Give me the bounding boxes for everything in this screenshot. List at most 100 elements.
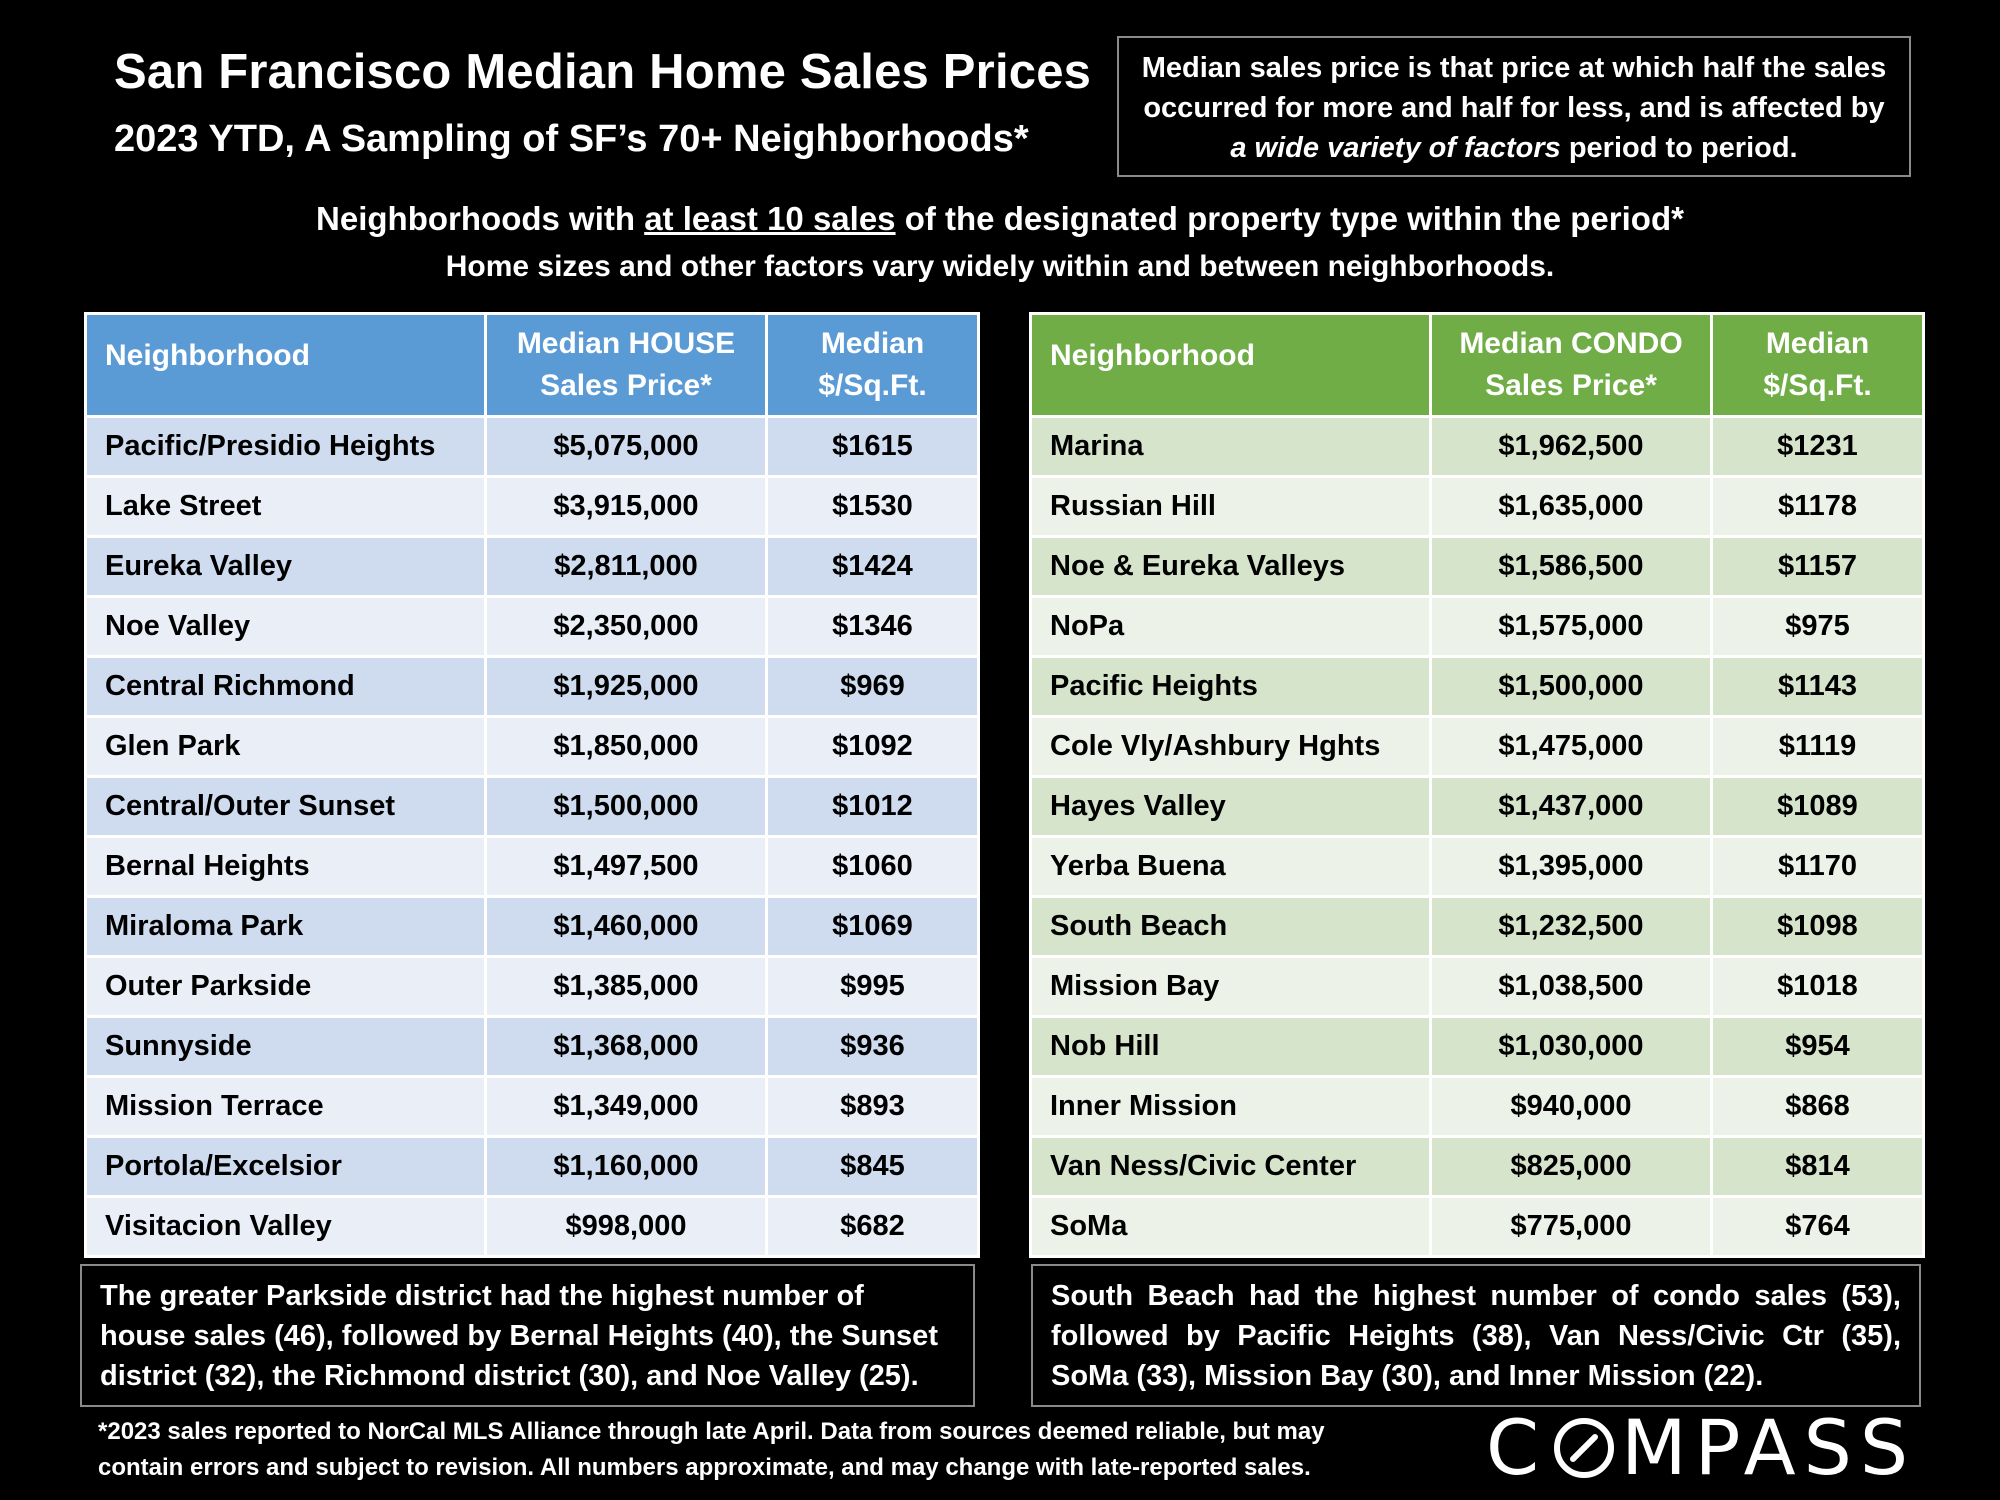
page-title: San Francisco Median Home Sales Prices <box>114 45 1092 99</box>
condo-price-cell: $1,586,500 <box>1429 535 1713 598</box>
condo-neighborhood-cell: South Beach <box>1029 895 1432 958</box>
house-psf-cell: $1346 <box>765 595 980 658</box>
condo-table-row: Marina $1,962,500 $1231 <box>1029 415 1925 478</box>
condo-neighborhood-cell: Cole Vly/Ashbury Hghts <box>1029 715 1432 778</box>
definition-line-1: Median sales price is that price at whic… <box>1141 52 1887 84</box>
house-psf-cell: $1012 <box>765 775 980 838</box>
median-definition-box: Median sales price is that price at whic… <box>1117 36 1911 177</box>
criteria-heading-start: Neighborhoods with <box>316 200 645 237</box>
condo-col-psf-line2: $/Sq.Ft. <box>1763 369 1872 402</box>
condo-price-cell: $1,635,000 <box>1429 475 1713 538</box>
house-psf-cell: $1069 <box>765 895 980 958</box>
house-col-price-line2: Sales Price* <box>540 369 712 402</box>
condo-neighborhood-cell: Noe & Eureka Valleys <box>1029 535 1432 598</box>
condo-price-cell: $940,000 <box>1429 1075 1713 1138</box>
definition-line-3: a wide variety of factors period to peri… <box>1119 128 1909 168</box>
house-table-row: Pacific/Presidio Heights $5,075,000 $1615 <box>84 415 980 478</box>
house-table-row: Miraloma Park $1,460,000 $1069 <box>84 895 980 958</box>
page-subtitle: 2023 YTD, A Sampling of SF’s 70+ Neighbo… <box>114 118 1029 160</box>
condo-table-row: Inner Mission $940,000 $868 <box>1029 1075 1925 1138</box>
house-price-cell: $5,075,000 <box>484 415 768 478</box>
condo-psf-cell: $1157 <box>1710 535 1925 598</box>
footnote-line-1: *2023 sales reported to NorCal MLS Allia… <box>98 1418 1325 1445</box>
condo-price-cell: $1,030,000 <box>1429 1015 1713 1078</box>
definition-line-2: occurred for more and half for less, and… <box>1143 92 1885 124</box>
house-psf-cell: $1615 <box>765 415 980 478</box>
condo-table-row: Pacific Heights $1,500,000 $1143 <box>1029 655 1925 718</box>
condo-price-cell: $1,962,500 <box>1429 415 1713 478</box>
house-table-row: Outer Parkside $1,385,000 $995 <box>84 955 980 1018</box>
condo-price-cell: $1,395,000 <box>1429 835 1713 898</box>
condo-prices-table: Neighborhood Median CONDO Sales Price* Me… <box>1029 312 1925 1258</box>
condo-psf-cell: $1178 <box>1710 475 1925 538</box>
compass-o-icon <box>1554 1417 1615 1478</box>
house-table-row: Visitacion Valley $998,000 $682 <box>84 1195 980 1258</box>
house-price-cell: $1,160,000 <box>484 1135 768 1198</box>
condo-price-cell: $1,500,000 <box>1429 655 1713 718</box>
footnote-line-2: contain errors and subject to revision. … <box>98 1454 1311 1481</box>
house-col-psf-line1: Median <box>820 327 925 360</box>
logo-text-start: C <box>1486 1403 1548 1492</box>
condo-table-row: Cole Vly/Ashbury Hghts $1,475,000 $1119 <box>1029 715 1925 778</box>
condo-col-price-line1: Median CONDO <box>1459 327 1683 360</box>
condo-table-row: Mission Bay $1,038,500 $1018 <box>1029 955 1925 1018</box>
house-psf-cell: $1092 <box>765 715 980 778</box>
house-col-price-line1: Median HOUSE <box>516 327 736 360</box>
house-psf-cell: $969 <box>765 655 980 718</box>
criteria-heading-end: of the designated property type within t… <box>895 200 1684 237</box>
house-neighborhood-cell: Noe Valley <box>84 595 487 658</box>
condo-psf-cell: $868 <box>1710 1075 1925 1138</box>
house-price-cell: $1,349,000 <box>484 1075 768 1138</box>
condo-psf-cell: $764 <box>1710 1195 1925 1258</box>
house-table-header-row: Neighborhood Median HOUSE Sales Price* Me… <box>84 312 980 418</box>
definition-italic-text: a wide variety of factors <box>1230 132 1561 164</box>
footnote: *2023 sales reported to NorCal MLS Allia… <box>98 1414 1478 1486</box>
house-table-row: Sunnyside $1,368,000 $936 <box>84 1015 980 1078</box>
condo-psf-cell: $954 <box>1710 1015 1925 1078</box>
condo-psf-cell: $1098 <box>1710 895 1925 958</box>
condo-table-row: SoMa $775,000 $764 <box>1029 1195 1925 1258</box>
condo-sales-note: South Beach had the highest number of co… <box>1031 1264 1921 1407</box>
house-price-cell: $3,915,000 <box>484 475 768 538</box>
house-sales-note: The greater Parkside district had the hi… <box>80 1264 975 1407</box>
criteria-heading-underlined: at least 10 sales <box>644 200 896 237</box>
house-table-row: Glen Park $1,850,000 $1092 <box>84 715 980 778</box>
condo-table-row: Nob Hill $1,030,000 $954 <box>1029 1015 1925 1078</box>
condo-price-cell: $1,575,000 <box>1429 595 1713 658</box>
house-neighborhood-cell: Pacific/Presidio Heights <box>84 415 487 478</box>
condo-psf-cell: $1231 <box>1710 415 1925 478</box>
house-psf-cell: $845 <box>765 1135 980 1198</box>
variation-subheading: Home sizes and other factors vary widely… <box>445 250 1555 283</box>
condo-table-row: Hayes Valley $1,437,000 $1089 <box>1029 775 1925 838</box>
condo-price-cell: $1,232,500 <box>1429 895 1713 958</box>
house-price-cell: $1,500,000 <box>484 775 768 838</box>
condo-table-row: South Beach $1,232,500 $1098 <box>1029 895 1925 958</box>
condo-col-price: Median CONDO Sales Price* <box>1429 312 1713 418</box>
condo-col-neighborhood: Neighborhood <box>1029 312 1432 418</box>
house-psf-cell: $893 <box>765 1075 980 1138</box>
condo-table-header-row: Neighborhood Median CONDO Sales Price* Me… <box>1029 312 1925 418</box>
condo-table-row: NoPa $1,575,000 $975 <box>1029 595 1925 658</box>
condo-psf-cell: $1119 <box>1710 715 1925 778</box>
condo-col-psf: Median $/Sq.Ft. <box>1710 312 1925 418</box>
house-price-cell: $1,497,500 <box>484 835 768 898</box>
house-psf-cell: $682 <box>765 1195 980 1258</box>
condo-col-psf-line1: Median <box>1765 327 1870 360</box>
house-table-row: Eureka Valley $2,811,000 $1424 <box>84 535 980 598</box>
house-psf-cell: $1424 <box>765 535 980 598</box>
condo-neighborhood-cell: SoMa <box>1029 1195 1432 1258</box>
house-table-row: Lake Street $3,915,000 $1530 <box>84 475 980 538</box>
house-price-cell: $1,385,000 <box>484 955 768 1018</box>
house-table-row: Bernal Heights $1,497,500 $1060 <box>84 835 980 898</box>
condo-neighborhood-cell: NoPa <box>1029 595 1432 658</box>
house-price-cell: $998,000 <box>484 1195 768 1258</box>
house-neighborhood-cell: Lake Street <box>84 475 487 538</box>
condo-price-cell: $825,000 <box>1429 1135 1713 1198</box>
condo-table-row: Noe & Eureka Valleys $1,586,500 $1157 <box>1029 535 1925 598</box>
condo-price-cell: $1,437,000 <box>1429 775 1713 838</box>
condo-table-row: Van Ness/Civic Center $825,000 $814 <box>1029 1135 1925 1198</box>
house-psf-cell: $1060 <box>765 835 980 898</box>
house-neighborhood-cell: Bernal Heights <box>84 835 487 898</box>
house-col-price: Median HOUSE Sales Price* <box>484 312 768 418</box>
condo-table-row: Yerba Buena $1,395,000 $1170 <box>1029 835 1925 898</box>
